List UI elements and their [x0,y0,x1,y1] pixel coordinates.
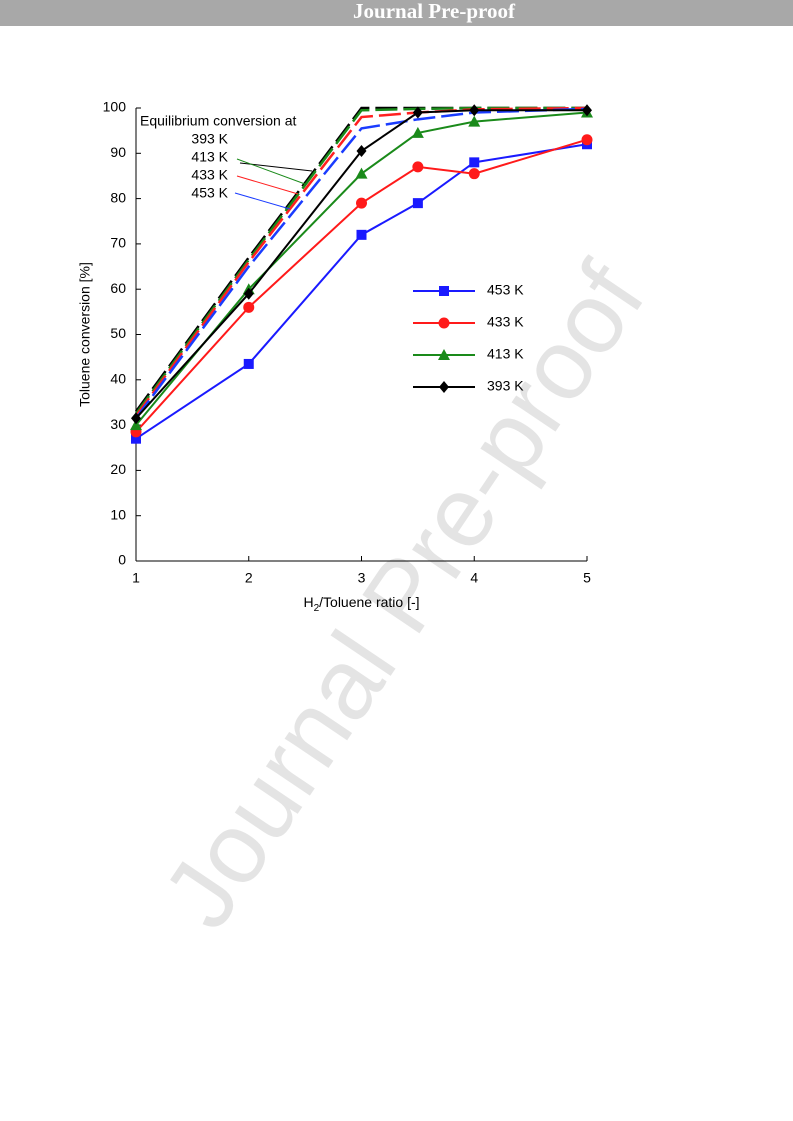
data-point [243,358,254,369]
header-bar [0,0,793,26]
annotation-leader [234,192,291,210]
x-axis-label: H2/Toluene ratio [-] [303,594,419,614]
y-tick-label: 70 [110,235,126,251]
series-line [135,109,587,419]
header-title: Journal Pre-proof [353,0,516,23]
data-point [356,197,367,209]
data-point [468,115,481,127]
data-point [412,161,424,173]
data-point [469,157,480,168]
data-point [356,145,367,158]
y-tick-label: 0 [118,552,126,568]
annotation-label: 433 K [191,167,228,183]
annotation-leader [236,158,306,185]
equilibrium-line [134,107,588,420]
legend-marker [439,381,449,393]
y-tick-label: 40 [110,371,126,387]
data-point [469,104,480,117]
data-point [356,229,367,240]
data-point [581,134,593,146]
x-axis-label-part: /Toluene ratio [-] [319,594,419,610]
y-tick-label: 50 [110,325,126,341]
legend-marker [438,349,450,360]
data-point [243,301,255,313]
y-tick-label: 20 [110,461,126,477]
y-tick-label: 60 [110,280,126,296]
x-tick-label: 5 [583,570,591,586]
data-point [243,287,254,300]
annotation-label: 453 K [191,185,228,201]
y-axis-label: Toluene conversion [%] [77,262,93,407]
y-tick-label: 30 [110,416,126,432]
series-line [135,138,588,433]
x-tick-label: 2 [245,570,253,586]
series-line [135,111,588,426]
x-axis-label-part: H [303,594,313,610]
data-point [411,126,424,138]
annotation-title: Equilibrium conversion at [140,113,297,129]
data-point [131,433,141,444]
data-point [412,198,423,209]
series-line [135,143,588,440]
legend-marker [438,317,450,329]
x-axis-label-part: 2 [314,603,320,614]
data-point [412,106,423,119]
equilibrium-line [134,106,588,417]
annotation-label: 393 K [191,131,228,147]
x-tick-label: 1 [132,570,140,586]
x-tick-label: 3 [358,570,366,586]
legend-marker [439,286,449,296]
annotation-label: 413 K [191,149,228,165]
data-point [130,419,142,431]
data-point [131,412,141,425]
x-tick-label: 4 [470,570,478,586]
y-tick-label: 90 [110,144,126,160]
data-point [355,167,368,179]
y-tick-label: 100 [103,99,127,115]
legend-label: 413 K [487,346,524,362]
y-tick-label: 80 [110,189,126,205]
y-tick-label: 10 [110,506,126,522]
data-point [582,104,592,117]
annotation-leader [236,175,299,195]
legend-label: 393 K [487,378,524,394]
legend-label: 453 K [487,282,524,298]
legend-label: 433 K [487,314,524,330]
data-point [468,168,480,180]
